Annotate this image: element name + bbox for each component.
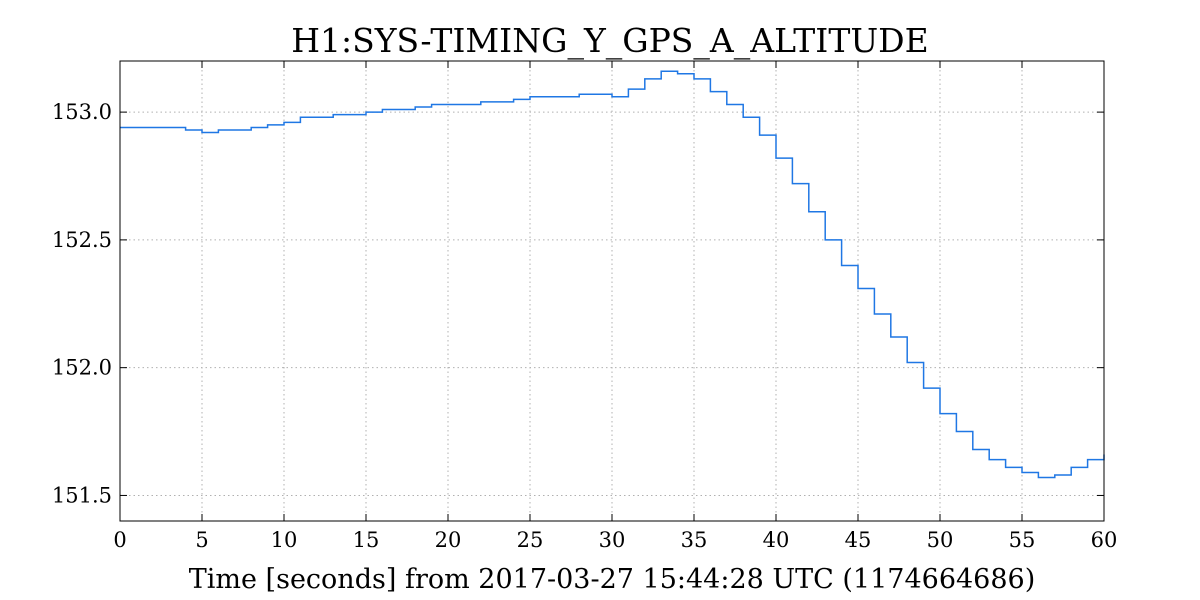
x-tick-label: 20 [435, 528, 462, 552]
x-tick-label: 35 [681, 528, 708, 552]
x-tick-label: 0 [113, 528, 126, 552]
chart-title: H1:SYS-TIMING_Y_GPS_A_ALTITUDE [291, 21, 928, 61]
y-tick-label: 151.5 [52, 483, 112, 507]
x-tick-label: 40 [763, 528, 790, 552]
x-axis-label: Time [seconds] from 2017-03-27 15:44:28 … [189, 564, 1036, 595]
x-tick-label: 50 [927, 528, 954, 552]
x-tick-label: 30 [599, 528, 626, 552]
x-tick-label: 15 [353, 528, 380, 552]
tick-labels: 0 5 10 15 20 25 30 35 40 45 50 55 60 151.5 152.0 152.5 1… [52, 100, 1117, 552]
y-tick-label: 153.0 [52, 100, 112, 124]
ticks [119, 61, 1105, 521]
y-tick-label: 152.0 [52, 356, 112, 380]
x-tick-label: 55 [1009, 528, 1036, 552]
x-tick-label: 60 [1091, 528, 1118, 552]
y-tick-label: 152.5 [52, 228, 112, 252]
x-tick-label: 5 [195, 528, 208, 552]
series-line [120, 70, 1105, 479]
series-layer [120, 70, 1105, 479]
x-tick-label: 25 [517, 528, 544, 552]
x-tick-label: 10 [271, 528, 298, 552]
grid [120, 61, 1104, 521]
x-tick-label: 45 [845, 528, 872, 552]
